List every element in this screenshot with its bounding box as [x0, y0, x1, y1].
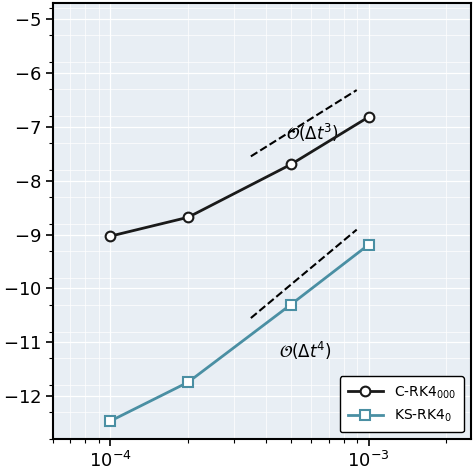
KS-RK4$_{0}$	[365, 242, 371, 247]
C-RK4$_{000}$	[185, 214, 191, 220]
KS-RK4$_{0}$	[108, 418, 113, 424]
Text: $\mathcal{O}(\Delta t^4)$: $\mathcal{O}(\Delta t^4)$	[279, 340, 332, 363]
KS-RK4$_{0}$	[288, 302, 294, 308]
C-RK4$_{000}$	[365, 114, 371, 120]
KS-RK4$_{0}$	[185, 379, 191, 385]
C-RK4$_{000}$	[108, 233, 113, 239]
Legend: C-RK4$_{000}$, KS-RK4$_{0}$: C-RK4$_{000}$, KS-RK4$_{0}$	[339, 376, 464, 432]
Text: $\mathcal{O}(\Delta t^3)$: $\mathcal{O}(\Delta t^3)$	[286, 122, 339, 144]
Line: KS-RK4$_{0}$: KS-RK4$_{0}$	[106, 240, 374, 426]
C-RK4$_{000}$	[288, 162, 294, 167]
Line: C-RK4$_{000}$: C-RK4$_{000}$	[106, 112, 374, 241]
